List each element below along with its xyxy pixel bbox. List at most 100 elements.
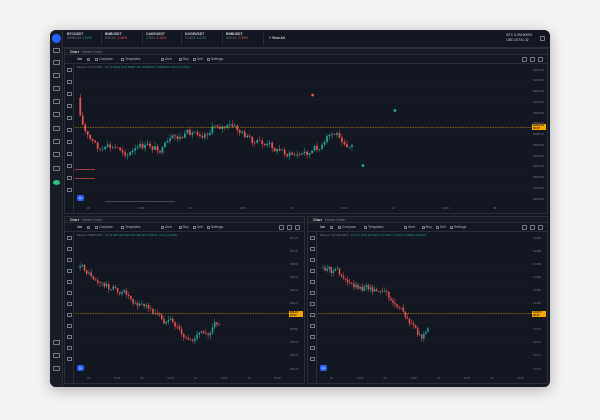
news-icon[interactable]: [53, 112, 60, 117]
view-all-tickers-button[interactable]: + View All: [269, 36, 285, 40]
chart-icon[interactable]: [53, 48, 60, 53]
alert-button[interactable]: Alert: [404, 223, 415, 232]
crosshair-icon[interactable]: [67, 236, 72, 240]
tab-market-depth[interactable]: Market Depth: [82, 50, 103, 54]
orders-icon[interactable]: [53, 73, 60, 78]
lock-icon[interactable]: [67, 176, 72, 180]
trade-marker[interactable]: [393, 109, 397, 112]
wallet-icon[interactable]: [53, 166, 60, 171]
eye-icon[interactable]: [67, 188, 72, 192]
sell-button[interactable]: Sell: [193, 223, 203, 232]
trade-marker[interactable]: [361, 164, 365, 167]
pattern-icon[interactable]: [67, 291, 72, 295]
fullscreen-pane-icon[interactable]: [530, 57, 535, 62]
candle-type-button[interactable]: [330, 223, 334, 232]
pattern-icon[interactable]: [310, 291, 315, 295]
brush-icon[interactable]: [310, 269, 315, 273]
eye-icon[interactable]: [67, 346, 72, 350]
settings-icon[interactable]: [53, 366, 60, 371]
magnet-icon[interactable]: [310, 324, 315, 328]
positions-icon[interactable]: [53, 86, 60, 91]
settings-button[interactable]: Settings: [207, 223, 223, 232]
fib-icon[interactable]: [67, 92, 72, 96]
ticker-item[interactable]: BNBUSDT 605.61 -0.39%: [226, 32, 248, 46]
trendline-icon[interactable]: [67, 80, 72, 84]
zoom-icon[interactable]: [67, 152, 72, 156]
tab-chart[interactable]: Chart: [70, 50, 79, 54]
layout-pane-icon[interactable]: [538, 57, 543, 62]
fullscreen-pane-icon[interactable]: [530, 225, 535, 230]
alert-button[interactable]: Alert: [161, 223, 172, 232]
interval-button[interactable]: 1m: [77, 57, 82, 61]
lock-icon[interactable]: [67, 335, 72, 339]
fullscreen-icon[interactable]: [540, 36, 545, 41]
settings-button[interactable]: Settings: [450, 223, 466, 232]
templates-button[interactable]: Templates: [121, 55, 140, 64]
chart-plot-area[interactable]: Binance: BTC/USDT · 1m O 69342.90 H 6935…: [75, 64, 547, 213]
layout-pane-icon[interactable]: [538, 225, 543, 230]
alerts-icon[interactable]: [53, 126, 60, 131]
text-icon[interactable]: [67, 280, 72, 284]
layout-pane-icon[interactable]: [295, 225, 300, 230]
magnet-icon[interactable]: [67, 164, 72, 168]
compare-button[interactable]: Compare: [95, 55, 113, 64]
eye-icon[interactable]: [310, 346, 315, 350]
crosshair-icon[interactable]: [310, 236, 315, 240]
screenshot-icon[interactable]: [522, 225, 527, 230]
price-axis[interactable]: 0.1690 0.1688 0.1686 0.1684 0.1682 0.1680 0.16…: [532, 232, 546, 375]
tab-market-depth[interactable]: Market Depth: [325, 218, 346, 222]
brush-icon[interactable]: [67, 104, 72, 108]
sell-button[interactable]: Sell: [436, 223, 446, 232]
screenshot-icon[interactable]: [279, 225, 284, 230]
candle-type-button[interactable]: [87, 223, 91, 232]
time-axis[interactable]: 20 04:00 08 12:00 16 20:00 24 04:00: [75, 375, 289, 383]
price-axis[interactable]: 69400.00 69380.00 69360.00 69340.00 69320.00…: [532, 64, 546, 205]
zoom-icon[interactable]: [310, 313, 315, 317]
measure-icon[interactable]: [67, 140, 72, 144]
tab-chart[interactable]: Chart: [70, 218, 79, 222]
candle-type-button[interactable]: [87, 55, 91, 64]
interval-button[interactable]: 1m: [77, 225, 82, 229]
fib-icon[interactable]: [67, 258, 72, 262]
lock-icon[interactable]: [310, 335, 315, 339]
buy-button[interactable]: Buy: [179, 223, 189, 232]
templates-button[interactable]: Templates: [121, 223, 140, 232]
pattern-icon[interactable]: [67, 128, 72, 132]
templates-button[interactable]: Templates: [364, 223, 383, 232]
trash-icon[interactable]: [67, 357, 72, 361]
calendar-icon[interactable]: [53, 139, 60, 144]
time-axis[interactable]: 20 04:00 08 12:00 16 20:00 24 04:00: [318, 375, 532, 383]
magnet-icon[interactable]: [67, 324, 72, 328]
brush-icon[interactable]: [67, 269, 72, 273]
layout-icon[interactable]: [53, 60, 60, 65]
text-icon[interactable]: [310, 280, 315, 284]
trendline-icon[interactable]: [67, 247, 72, 251]
ticker-item[interactable]: CAKEUSDT 2.903 -2.45%: [146, 32, 166, 46]
trendline-icon[interactable]: [310, 247, 315, 251]
app-logo-icon[interactable]: [52, 34, 61, 43]
measure-icon[interactable]: [67, 302, 72, 306]
screener-icon[interactable]: [53, 152, 60, 157]
chat-icon[interactable]: [53, 340, 60, 345]
zoom-icon[interactable]: [67, 313, 72, 317]
tab-chart[interactable]: Chart: [313, 218, 322, 222]
tab-market-depth[interactable]: Market Depth: [82, 218, 103, 222]
buy-button[interactable]: Buy: [179, 55, 189, 64]
crosshair-icon[interactable]: [67, 68, 72, 72]
text-icon[interactable]: [67, 116, 72, 120]
ticker-item[interactable]: DOGEUSDT 0.1674 1.47%: [185, 32, 206, 46]
interval-button[interactable]: 1m: [320, 225, 325, 229]
ticker-item[interactable]: BTCUSDT 69350.93 1.97%: [67, 32, 92, 46]
compare-button[interactable]: Compare: [95, 223, 113, 232]
chart-plot-area[interactable]: Binance: BNB/USDT · 1m O 606.10 H 606.40…: [75, 232, 304, 383]
price-axis[interactable]: 607.20 607.00 606.80 606.60 606.40 606.20 606.…: [289, 232, 303, 375]
watchlist-icon[interactable]: [53, 99, 60, 104]
time-axis[interactable]: 20 04:00 08 12:00 16 20:00 24 04:00 08: [75, 205, 532, 213]
fib-icon[interactable]: [310, 258, 315, 262]
alert-button[interactable]: Alert: [161, 55, 172, 64]
trade-marker[interactable]: [311, 93, 315, 97]
settings-button[interactable]: Settings: [207, 55, 223, 64]
trash-icon[interactable]: [310, 357, 315, 361]
ticker-item[interactable]: BNBUSDT 606.24 -0.46%: [105, 32, 127, 46]
fullscreen-pane-icon[interactable]: [287, 225, 292, 230]
